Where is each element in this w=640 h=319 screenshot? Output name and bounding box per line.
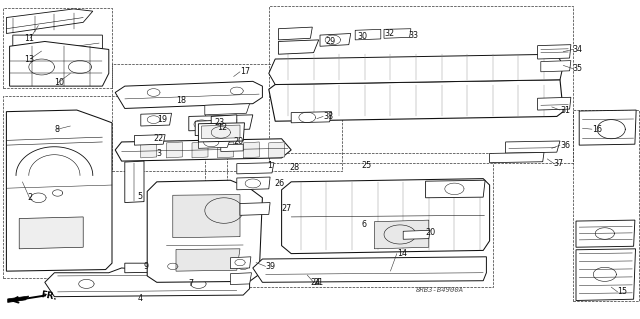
Polygon shape bbox=[576, 249, 636, 300]
Polygon shape bbox=[19, 217, 83, 249]
Text: 38: 38 bbox=[323, 112, 333, 121]
Polygon shape bbox=[576, 220, 635, 247]
Text: 39: 39 bbox=[266, 262, 276, 271]
Text: 8: 8 bbox=[54, 125, 60, 134]
Polygon shape bbox=[10, 41, 109, 86]
Text: FR.: FR. bbox=[40, 290, 58, 302]
Text: 24: 24 bbox=[310, 278, 321, 287]
Text: 22: 22 bbox=[154, 134, 164, 143]
Polygon shape bbox=[195, 120, 237, 136]
Polygon shape bbox=[176, 249, 240, 271]
Text: 18: 18 bbox=[176, 96, 186, 105]
Polygon shape bbox=[243, 142, 259, 158]
Text: 17: 17 bbox=[240, 67, 250, 76]
Text: 14: 14 bbox=[397, 249, 407, 258]
Text: 15: 15 bbox=[618, 287, 628, 296]
Polygon shape bbox=[147, 180, 262, 282]
Text: 7: 7 bbox=[189, 279, 194, 288]
Text: 33: 33 bbox=[408, 31, 419, 40]
Text: 28: 28 bbox=[289, 163, 300, 172]
Polygon shape bbox=[166, 142, 182, 158]
Polygon shape bbox=[45, 268, 250, 297]
Polygon shape bbox=[6, 110, 112, 271]
Polygon shape bbox=[384, 29, 411, 38]
Polygon shape bbox=[240, 203, 270, 215]
Polygon shape bbox=[291, 112, 332, 123]
Text: 3: 3 bbox=[157, 149, 162, 158]
Text: 25: 25 bbox=[362, 161, 372, 170]
Polygon shape bbox=[230, 273, 252, 285]
Polygon shape bbox=[426, 180, 485, 198]
Text: 6: 6 bbox=[362, 220, 367, 229]
Text: 16: 16 bbox=[592, 125, 602, 134]
Text: 32: 32 bbox=[384, 29, 394, 38]
Polygon shape bbox=[269, 142, 285, 158]
Text: 23: 23 bbox=[214, 118, 225, 127]
Polygon shape bbox=[355, 29, 381, 40]
Text: 9: 9 bbox=[144, 262, 149, 271]
Polygon shape bbox=[134, 135, 165, 145]
Polygon shape bbox=[13, 35, 102, 61]
Polygon shape bbox=[218, 142, 234, 158]
Polygon shape bbox=[278, 40, 319, 54]
Polygon shape bbox=[173, 195, 240, 238]
Polygon shape bbox=[269, 54, 563, 85]
Text: 21: 21 bbox=[314, 278, 324, 287]
Polygon shape bbox=[205, 104, 250, 115]
Text: 30: 30 bbox=[357, 32, 367, 41]
Text: 2: 2 bbox=[27, 193, 32, 202]
Text: 19: 19 bbox=[157, 115, 167, 124]
Polygon shape bbox=[282, 179, 490, 254]
Polygon shape bbox=[538, 97, 571, 110]
Polygon shape bbox=[115, 139, 291, 161]
Polygon shape bbox=[141, 142, 157, 158]
Polygon shape bbox=[237, 163, 274, 174]
Polygon shape bbox=[125, 263, 186, 273]
Polygon shape bbox=[198, 139, 230, 148]
Polygon shape bbox=[192, 142, 208, 158]
Polygon shape bbox=[374, 220, 429, 249]
Text: 27: 27 bbox=[282, 204, 292, 213]
Polygon shape bbox=[115, 81, 262, 108]
Text: 29: 29 bbox=[325, 37, 335, 46]
Polygon shape bbox=[269, 80, 563, 121]
Text: 26: 26 bbox=[274, 179, 284, 188]
Text: 5: 5 bbox=[138, 192, 143, 201]
Polygon shape bbox=[253, 257, 486, 282]
Polygon shape bbox=[538, 45, 571, 59]
Text: 4: 4 bbox=[138, 294, 143, 303]
Text: 8RB3-B4900A: 8RB3-B4900A bbox=[416, 287, 465, 293]
Polygon shape bbox=[490, 152, 544, 163]
Text: 37: 37 bbox=[554, 159, 564, 168]
Polygon shape bbox=[6, 9, 93, 33]
Text: 35: 35 bbox=[573, 64, 583, 73]
Text: 20: 20 bbox=[426, 228, 436, 237]
Polygon shape bbox=[237, 177, 270, 190]
Polygon shape bbox=[221, 144, 243, 152]
Text: 13: 13 bbox=[24, 55, 35, 63]
Polygon shape bbox=[8, 296, 29, 302]
Text: 10: 10 bbox=[54, 78, 65, 87]
Text: 31: 31 bbox=[560, 106, 570, 115]
Polygon shape bbox=[320, 33, 351, 46]
Polygon shape bbox=[278, 27, 312, 40]
Text: 11: 11 bbox=[24, 34, 35, 43]
Text: 20: 20 bbox=[234, 137, 244, 146]
Text: 1: 1 bbox=[268, 161, 273, 170]
Text: 34: 34 bbox=[573, 45, 583, 54]
Polygon shape bbox=[230, 257, 251, 269]
Polygon shape bbox=[403, 230, 430, 239]
Polygon shape bbox=[189, 115, 253, 131]
Polygon shape bbox=[506, 141, 560, 153]
Polygon shape bbox=[579, 110, 636, 145]
Polygon shape bbox=[141, 113, 172, 126]
Polygon shape bbox=[198, 123, 244, 142]
Polygon shape bbox=[202, 125, 240, 139]
Text: 12: 12 bbox=[218, 123, 228, 132]
Polygon shape bbox=[211, 115, 237, 131]
Polygon shape bbox=[125, 161, 144, 203]
Polygon shape bbox=[541, 61, 571, 72]
Text: 36: 36 bbox=[560, 141, 570, 150]
